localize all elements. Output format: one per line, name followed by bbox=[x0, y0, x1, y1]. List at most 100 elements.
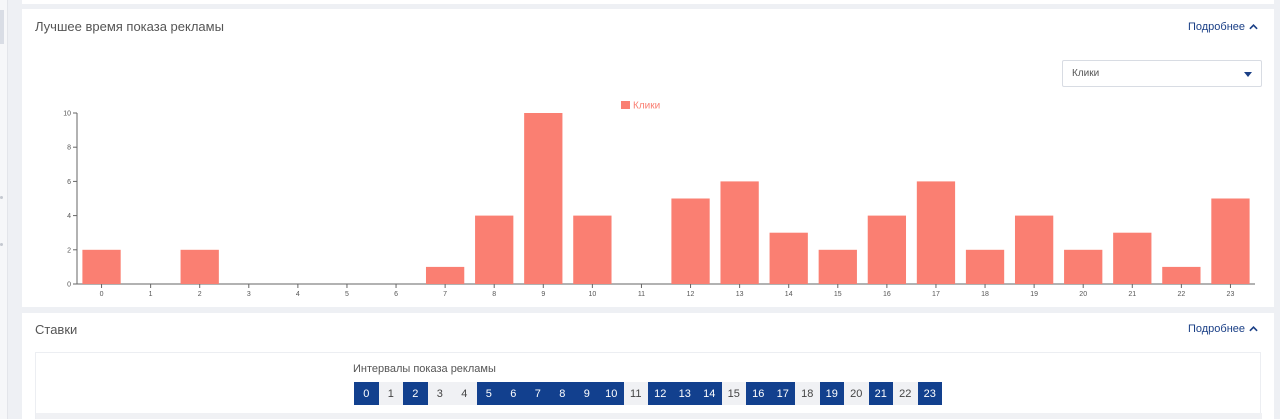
y-tick-labels: 0 2 4 6 8 10 bbox=[63, 111, 77, 289]
details-toggle[interactable]: Подробнее bbox=[1188, 323, 1258, 335]
bar bbox=[671, 198, 710, 284]
metric-select-value: Клики bbox=[1072, 68, 1100, 79]
details-label: Подробнее bbox=[1187, 21, 1245, 33]
rail-dot bbox=[0, 196, 3, 199]
metric-select[interactable]: Клики bbox=[1062, 60, 1262, 87]
details-toggle[interactable]: Подробнее bbox=[1188, 21, 1258, 33]
rail-dot bbox=[0, 243, 3, 246]
bar bbox=[965, 249, 1005, 284]
hour-cell-4[interactable]: 4 bbox=[452, 382, 477, 405]
x-tick-label: 9 bbox=[541, 291, 545, 298]
x-tick-label: 16 bbox=[883, 291, 891, 298]
x-tick-label: 7 bbox=[443, 291, 447, 298]
chevron-up-icon bbox=[1249, 24, 1258, 30]
x-tick-labels: 0 1 2 3 4 5 6 7 8 9 10 11 12 13 14 15 16 17 18 19 20 21 22 23 bbox=[100, 284, 1235, 298]
x-tick-label: 14 bbox=[785, 291, 793, 298]
bar bbox=[82, 249, 121, 284]
legend-label: Клики bbox=[633, 101, 660, 112]
legend-swatch bbox=[621, 101, 630, 109]
x-tick-label: 11 bbox=[638, 291, 645, 298]
x-tick-label: 19 bbox=[1030, 291, 1038, 298]
x-tick-label: 13 bbox=[736, 291, 744, 298]
bar bbox=[180, 249, 219, 284]
hour-cell-8[interactable]: 8 bbox=[550, 382, 575, 405]
hour-cell-7[interactable]: 7 bbox=[525, 382, 550, 405]
x-tick-label: 23 bbox=[1227, 291, 1235, 298]
chevron-up-icon bbox=[1249, 326, 1258, 332]
hour-cell-2[interactable]: 2 bbox=[403, 382, 428, 405]
y-tick-label: 10 bbox=[63, 111, 71, 118]
x-tick-label: 20 bbox=[1079, 291, 1087, 298]
card-title: Лучшее время показа рекламы bbox=[35, 19, 224, 34]
clicks-bar-chart: Клики 0 1 2 3 4 5 6 7 8 9 10 11 12 13 14 15 16 17 18 19 20 21… bbox=[63, 101, 1255, 298]
y-tick-label: 4 bbox=[67, 213, 71, 220]
hour-interval-grid: 0 1 2 3 4 5 6 7 8 9 10 11 12 13 14 15 16 17 18 19 20 21 22 23 bbox=[354, 382, 942, 405]
previous-card-edge bbox=[22, 0, 1274, 4]
panel-bottom-edge bbox=[36, 413, 1262, 419]
hour-cell-20[interactable]: 20 bbox=[844, 382, 869, 405]
chart-axes bbox=[76, 113, 1255, 285]
x-tick-label: 2 bbox=[198, 291, 202, 298]
bar bbox=[867, 215, 907, 284]
hour-cell-1[interactable]: 1 bbox=[378, 382, 403, 405]
chart-legend: Клики bbox=[621, 101, 660, 112]
intervals-label: Интервалы показа рекламы bbox=[353, 363, 496, 375]
hour-cell-13[interactable]: 13 bbox=[672, 382, 697, 405]
y-tick-label: 2 bbox=[67, 247, 71, 254]
left-rail bbox=[0, 0, 8, 419]
bar bbox=[720, 181, 759, 284]
bar bbox=[573, 215, 612, 284]
hour-cell-18[interactable]: 18 bbox=[795, 382, 820, 405]
rail-tab[interactable] bbox=[0, 10, 4, 44]
hour-cell-9[interactable]: 9 bbox=[574, 382, 599, 405]
hour-cell-23[interactable]: 23 bbox=[917, 382, 942, 405]
bar bbox=[524, 113, 563, 284]
hour-cell-11[interactable]: 11 bbox=[623, 382, 648, 405]
best-time-card: Лучшее время показа рекламы Подробнее Кл… bbox=[22, 9, 1274, 307]
bar bbox=[1064, 249, 1103, 284]
y-tick-label: 0 bbox=[67, 282, 71, 289]
hour-cell-16[interactable]: 16 bbox=[746, 382, 771, 405]
caret-down-icon bbox=[1244, 72, 1252, 77]
bar bbox=[425, 266, 465, 284]
hour-cell-22[interactable]: 22 bbox=[893, 382, 918, 405]
bar bbox=[1162, 266, 1201, 284]
intervals-panel: Интервалы показа рекламы 0 1 2 3 4 5 6 7 8 9 10 11 1… bbox=[35, 352, 1262, 419]
hour-cell-21[interactable]: 21 bbox=[868, 382, 893, 405]
x-tick-label: 6 bbox=[394, 291, 398, 298]
hour-cell-17[interactable]: 17 bbox=[770, 382, 795, 405]
hour-cell-14[interactable]: 14 bbox=[697, 382, 722, 405]
bar bbox=[1211, 198, 1250, 284]
bar bbox=[1014, 215, 1054, 284]
x-tick-label: 21 bbox=[1128, 291, 1136, 298]
bar bbox=[818, 249, 857, 284]
x-tick-label: 10 bbox=[588, 291, 596, 298]
x-tick-label: 0 bbox=[100, 291, 104, 298]
y-tick-label: 6 bbox=[67, 179, 71, 186]
hour-cell-19[interactable]: 19 bbox=[819, 382, 844, 405]
x-tick-label: 1 bbox=[149, 291, 153, 298]
hour-cell-6[interactable]: 6 bbox=[501, 382, 526, 405]
x-tick-label: 17 bbox=[932, 291, 940, 298]
x-tick-label: 5 bbox=[345, 291, 349, 298]
hour-cell-15[interactable]: 15 bbox=[721, 382, 746, 405]
hour-cell-0[interactable]: 0 bbox=[354, 382, 379, 405]
chart-bars bbox=[82, 113, 1250, 284]
details-label: Подробнее bbox=[1187, 323, 1245, 335]
x-tick-label: 12 bbox=[687, 291, 695, 298]
bids-card: Ставки Подробнее Интервалы показа реклам… bbox=[22, 313, 1274, 419]
x-tick-label: 22 bbox=[1177, 291, 1185, 298]
x-tick-label: 18 bbox=[981, 291, 989, 298]
hour-cell-12[interactable]: 12 bbox=[648, 382, 673, 405]
y-tick-label: 8 bbox=[67, 145, 71, 152]
x-tick-label: 4 bbox=[296, 291, 300, 298]
card-title: Ставки bbox=[35, 322, 78, 337]
hour-cell-5[interactable]: 5 bbox=[476, 382, 501, 405]
x-tick-label: 8 bbox=[492, 291, 496, 298]
x-tick-label: 3 bbox=[247, 291, 251, 298]
bar bbox=[1113, 232, 1152, 284]
bar bbox=[475, 215, 514, 284]
hour-cell-10[interactable]: 10 bbox=[599, 382, 624, 405]
hour-cell-3[interactable]: 3 bbox=[427, 382, 452, 405]
x-tick-label: 15 bbox=[834, 291, 842, 298]
